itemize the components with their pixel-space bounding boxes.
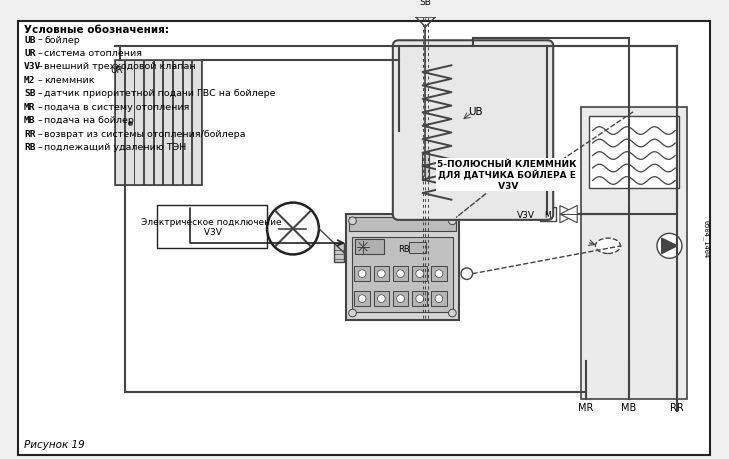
Circle shape [657,234,682,259]
Circle shape [358,270,366,278]
Text: MB: MB [621,403,636,413]
Text: датчик приоритетной подачи ГВС на бойлере: датчик приоритетной подачи ГВС на бойлер… [44,89,276,98]
Bar [421,152,429,181]
Text: –: – [37,35,42,45]
Text: RB: RB [399,245,410,254]
Text: подача в систему отопления: подача в систему отопления [44,102,190,112]
Circle shape [416,295,424,303]
Text: Рисунок 19: Рисунок 19 [24,439,85,449]
Circle shape [267,203,319,255]
Bar [182,62,191,186]
Text: подача на бойлер: подача на бойлер [44,116,134,125]
Text: MR: MR [24,102,36,112]
Text: MB: MB [24,116,36,125]
Bar [154,62,163,186]
Text: система отопления: система отопления [44,49,142,58]
Text: V3V: V3V [24,62,42,71]
Text: MR: MR [578,403,593,413]
Bar [412,266,427,282]
Text: внешний трехходовой клапан: внешний трехходовой клапан [44,62,196,71]
Polygon shape [560,206,577,223]
Bar [355,240,384,255]
Text: –: – [37,49,42,58]
Text: Условные обозначения:: Условные обозначения: [24,25,169,35]
Text: –: – [37,62,42,71]
Text: M: M [545,210,551,219]
Bar [393,266,408,282]
Bar [134,62,143,186]
Circle shape [448,218,456,225]
Ellipse shape [596,239,620,254]
Text: Электрическое подключение
 V3V: Электрическое подключение V3V [141,218,281,237]
FancyBboxPatch shape [393,41,553,220]
Bar [173,62,182,186]
Text: бойлер: бойлер [44,35,80,45]
Circle shape [348,218,356,225]
Bar [412,291,427,307]
Text: RR: RR [24,129,36,138]
Circle shape [435,295,443,303]
Bar [157,206,267,248]
Bar [125,62,133,186]
Text: SB: SB [24,89,36,98]
Text: RB: RB [24,143,36,152]
Circle shape [378,270,385,278]
Bar [589,117,679,189]
Text: RR: RR [670,403,684,413]
Circle shape [358,295,366,303]
Bar [581,107,687,400]
Text: –: – [37,76,42,84]
Text: –: – [37,129,42,138]
Text: –: – [37,116,42,125]
Text: SB: SB [420,0,432,7]
Text: –: – [37,89,42,98]
Text: клеммник: клеммник [44,76,95,84]
Text: –: – [37,102,42,112]
Bar [163,62,172,186]
Bar [348,218,456,232]
Text: UB: UB [24,35,36,45]
Text: возврат из системы отопления/бойлера: возврат из системы отопления/бойлера [44,129,246,138]
Text: 0504_1404: 0504_1404 [703,219,709,257]
Text: подлежащий удалению ТЭН: подлежащий удалению ТЭН [44,143,187,152]
Bar [115,62,124,186]
Bar [374,266,389,282]
Circle shape [416,270,424,278]
Bar [335,243,344,263]
Bar [409,242,426,254]
Circle shape [435,270,443,278]
Bar [346,215,459,320]
Circle shape [348,309,356,317]
Bar [432,266,447,282]
Circle shape [397,270,405,278]
Circle shape [397,295,405,303]
Text: UR: UR [24,49,36,58]
Circle shape [448,309,456,317]
Circle shape [461,269,472,280]
Text: V3V: V3V [517,210,535,219]
Bar [354,266,370,282]
Bar [539,208,556,221]
Bar [393,291,408,307]
Text: –: – [37,143,42,152]
Polygon shape [560,206,577,223]
Text: 5-ПОЛЮСНЫЙ КЛЕММНИК
ДЛЯ ДАТЧИКА БОЙЛЕРА Е
 V3V: 5-ПОЛЮСНЫЙ КЛЕММНИК ДЛЯ ДАТЧИКА БОЙЛЕРА … [437,159,577,190]
Bar [351,238,453,313]
Text: UB: UB [468,107,483,117]
Bar [115,62,202,186]
Bar [192,62,200,186]
Bar [432,291,447,307]
Text: M2: M2 [24,76,36,84]
Polygon shape [662,239,677,254]
Bar [354,291,370,307]
Circle shape [378,295,385,303]
Bar [374,291,389,307]
Text: UR: UR [111,66,123,75]
Bar [144,62,153,186]
